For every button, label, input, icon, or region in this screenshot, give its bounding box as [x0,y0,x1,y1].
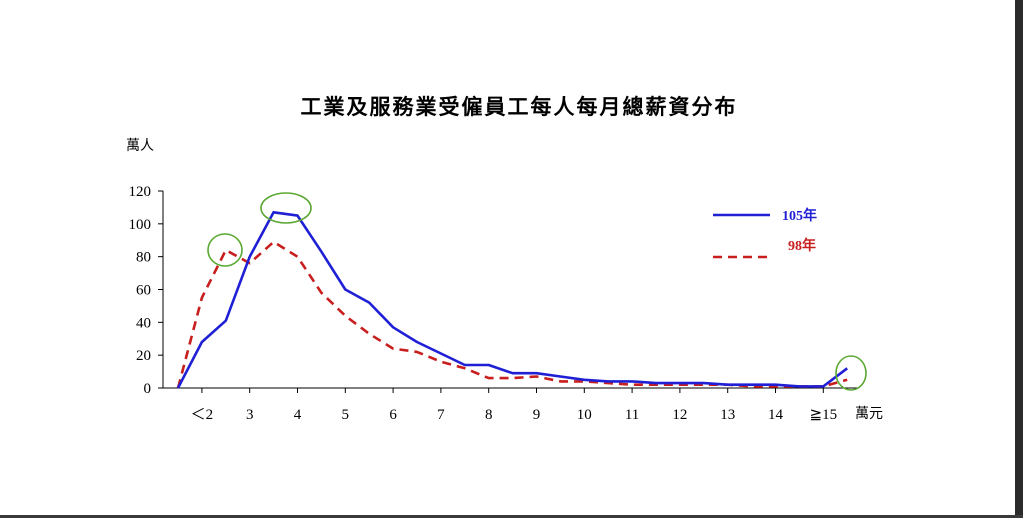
x-tick-label: 7 [437,407,445,423]
window-right-border [1015,0,1023,518]
x-tick-label: ≧15 [810,407,838,423]
series-line-red [176,240,848,389]
window-bottom-border [0,515,1023,518]
x-tick-label: 5 [342,407,350,423]
y-tick-label: 100 [129,217,152,233]
highlight-ellipse-1 [207,233,243,267]
x-tick-label: 3 [246,407,254,423]
x-tick-label: 13 [720,407,735,423]
y-tick-label: 80 [136,250,151,266]
x-tick-label: 14 [768,407,784,423]
y-axis-unit-label: 萬人 [126,138,154,154]
x-tick-label: 6 [389,407,397,423]
x-tick-label: 10 [577,407,592,423]
legend: 105年 98年 [713,207,817,259]
y-tick-label: 120 [129,184,152,200]
x-tick-label: 4 [294,407,302,423]
x-tick-label: 8 [485,407,493,423]
y-tick-label: 0 [144,381,152,397]
y-tick-label: 60 [136,283,151,299]
x-tick-label: ＜2 [191,407,214,423]
axes [162,191,858,389]
highlight-ellipses [207,192,867,391]
chart-title: 工業及服務業受僱員工每人每月總薪資分布 [301,95,738,119]
highlight-ellipse-2 [260,192,312,224]
y-axis-ticks: 0 20 40 60 80 100 120 [129,184,163,397]
legend-label: 98年 [788,237,816,254]
highlight-ellipse-3 [835,355,867,391]
legend-label: 105年 [782,207,817,224]
x-axis-unit-label: 萬元 [855,406,883,422]
series-line-blue [176,211,848,389]
x-tick-label: 11 [625,407,639,423]
x-tick-label: 9 [533,407,541,423]
x-axis-ticks: ＜2 3 4 5 6 7 8 9 10 11 12 13 14 ≧15 [191,388,837,423]
series-lines [176,211,848,389]
x-tick-label: 12 [672,407,687,423]
y-tick-label: 20 [136,348,151,364]
y-tick-label: 40 [136,315,151,331]
